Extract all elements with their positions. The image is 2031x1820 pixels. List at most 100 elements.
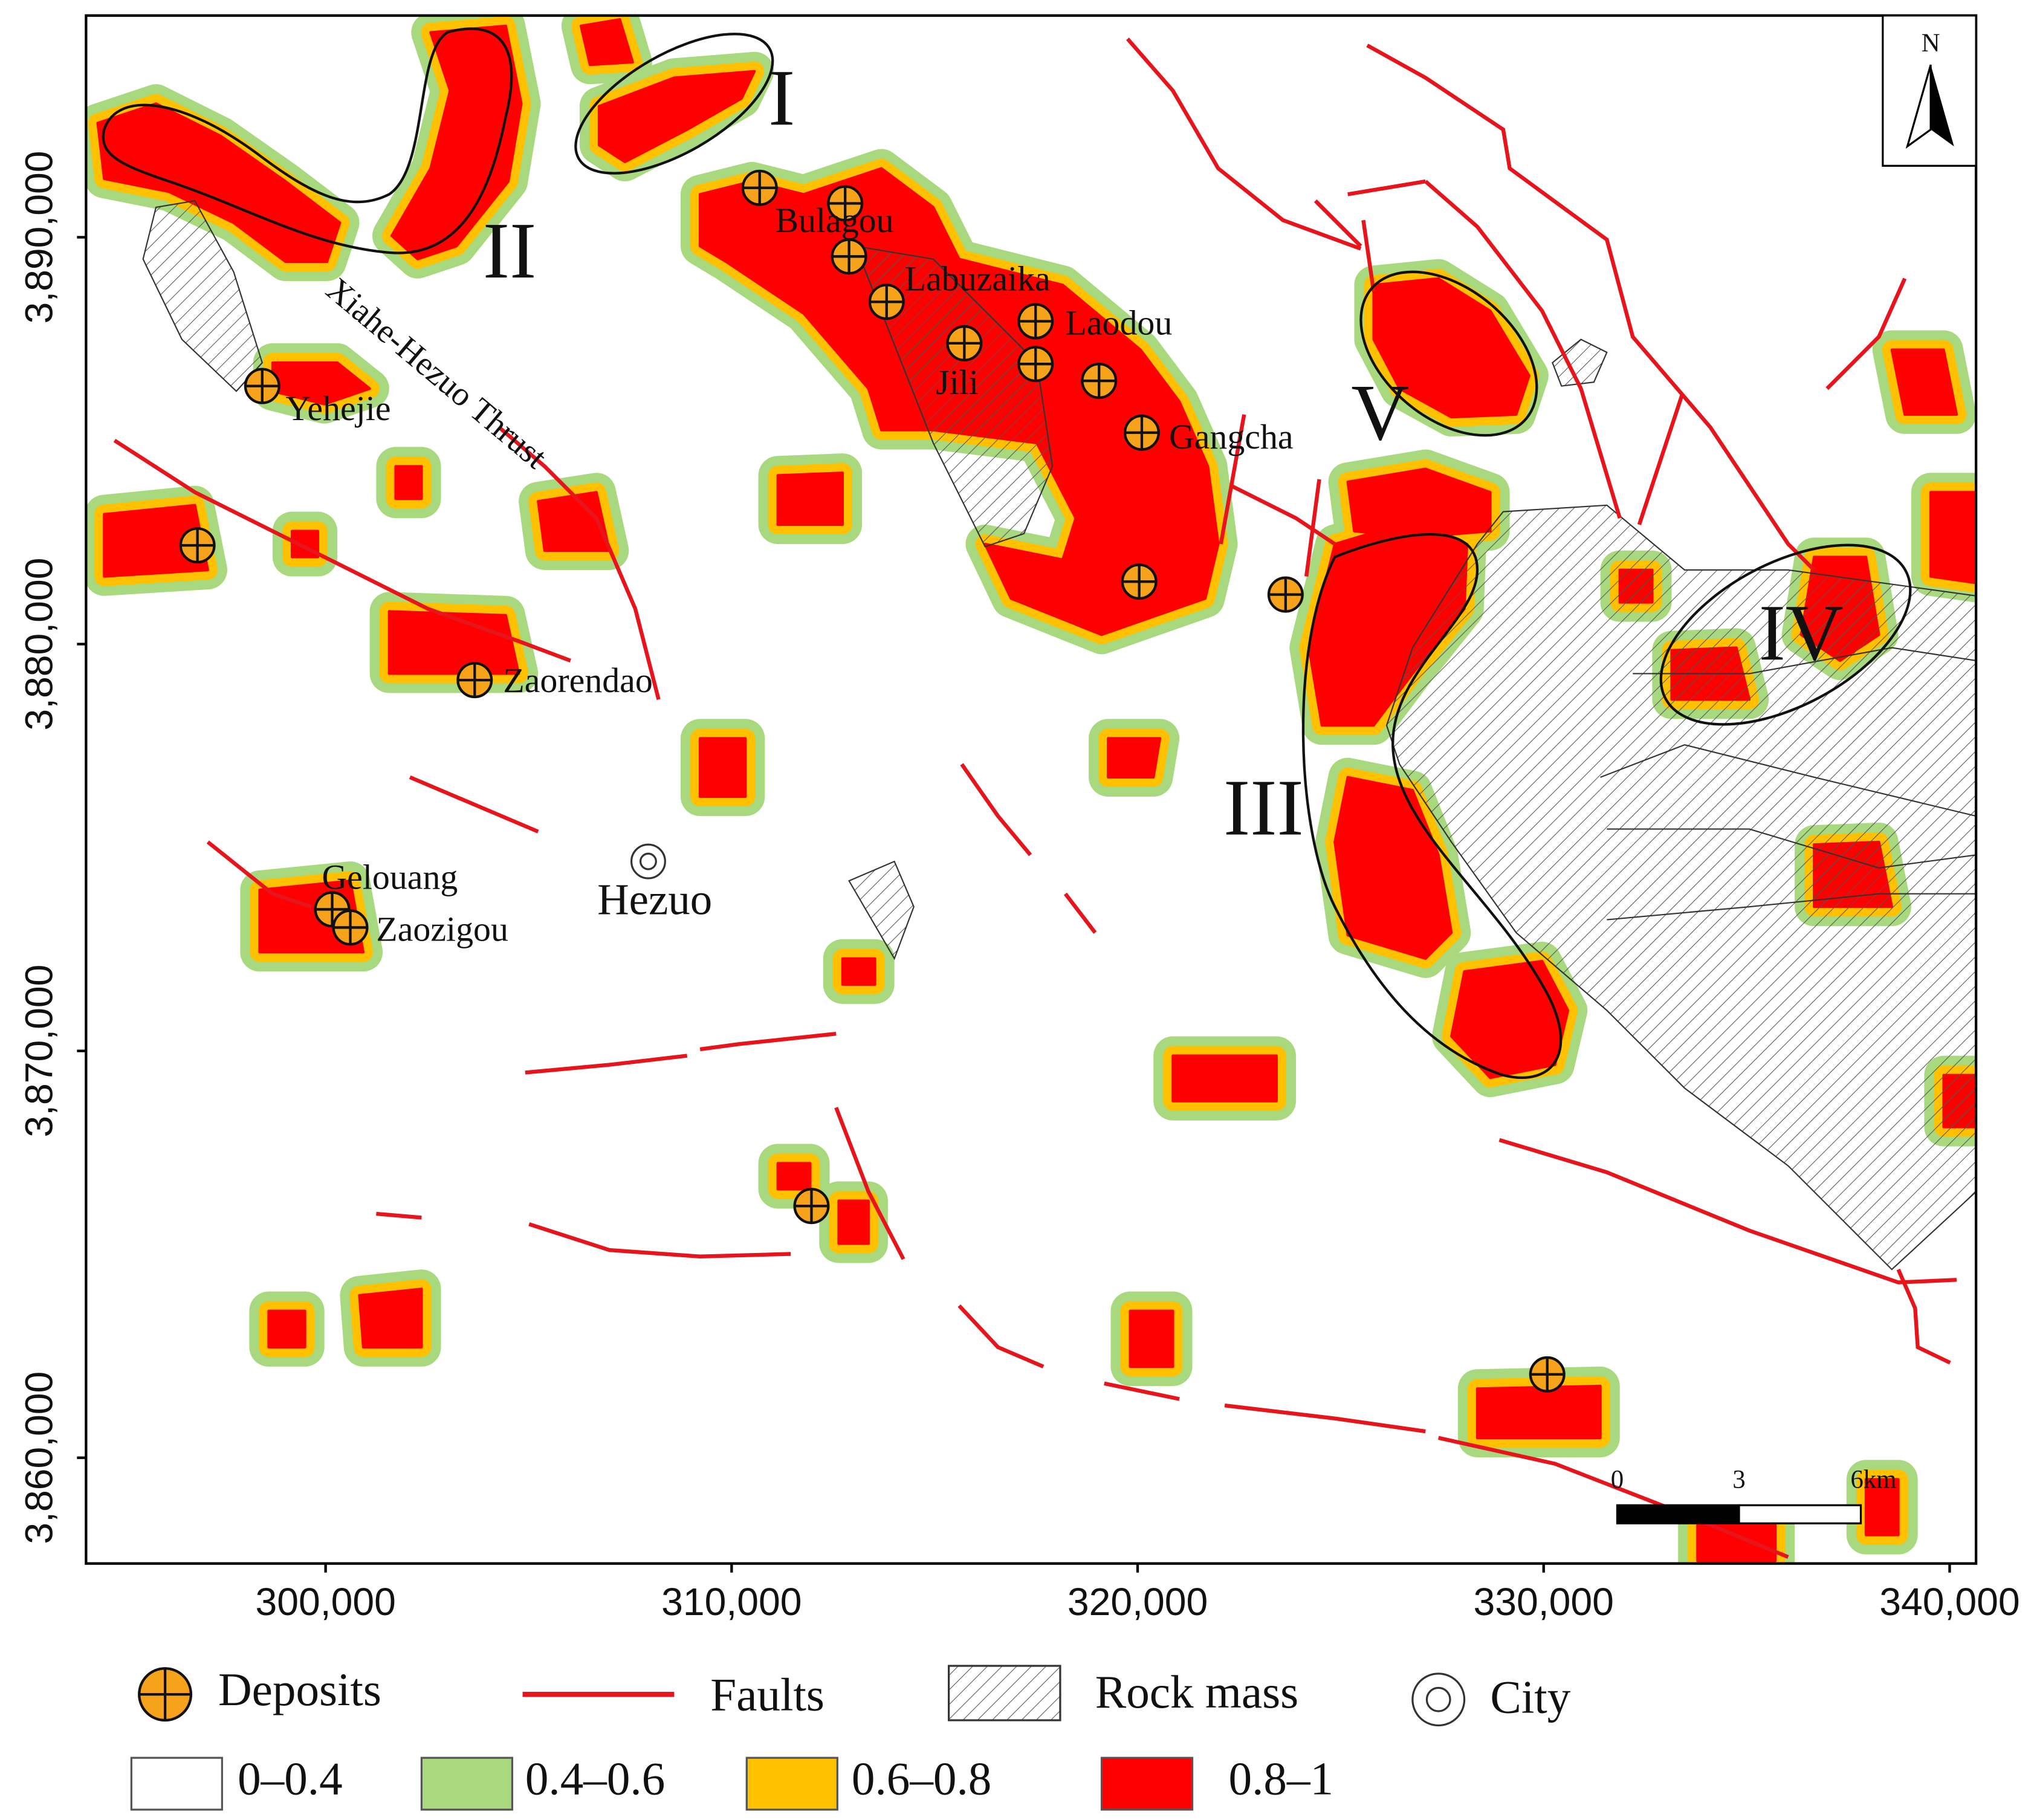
legend-label: Rock mass bbox=[1095, 1666, 1298, 1718]
deposit-cross bbox=[1530, 1357, 1564, 1391]
fault bbox=[497, 426, 661, 701]
x-tick-label: 300,000 bbox=[255, 1580, 395, 1624]
rock-mass bbox=[1385, 504, 1977, 1271]
prospectivity-zone bbox=[776, 1162, 812, 1191]
legend-label: Faults bbox=[710, 1668, 824, 1720]
fault bbox=[1304, 479, 1321, 577]
fault bbox=[1366, 44, 1816, 572]
y-tick-label: 3,880,000 bbox=[17, 558, 60, 731]
deposit-cross bbox=[180, 528, 215, 563]
fault bbox=[1438, 1436, 1789, 1559]
fault bbox=[525, 1054, 688, 1075]
fault bbox=[528, 1222, 791, 1258]
legend-class-swatch bbox=[1100, 1757, 1194, 1811]
prospectivity-zone bbox=[1107, 737, 1162, 779]
prospectivity-zone bbox=[358, 1287, 423, 1349]
target-outline bbox=[1659, 543, 1912, 726]
deposit-cross bbox=[794, 1189, 829, 1223]
legend-class-swatch bbox=[745, 1757, 838, 1811]
y-tick-label: 3,890,000 bbox=[17, 151, 60, 324]
deposit-cross bbox=[1019, 304, 1053, 338]
prospectivity-zone bbox=[1864, 1478, 1900, 1537]
deposit-cross bbox=[333, 910, 368, 945]
y-tick-label: 3,860,000 bbox=[17, 1371, 60, 1544]
axes: 300,000 310,000 320,000 330,000 340,000 3,860… bbox=[17, 151, 2020, 1624]
rock-boundary bbox=[1607, 893, 1977, 921]
rock-boundary bbox=[1600, 744, 1977, 817]
fault bbox=[834, 1107, 905, 1260]
legend: Deposits Faults Rock mass City 0–0.4 0.4–0.6 0… bbox=[130, 1663, 1571, 1811]
fault bbox=[206, 840, 313, 909]
deposit-label: Laodou bbox=[1066, 303, 1173, 342]
legend-class-label: 0.4–0.6 bbox=[525, 1753, 665, 1805]
prospectivity-zone bbox=[1129, 1309, 1174, 1368]
x-tick-label: 340,000 bbox=[1879, 1580, 2020, 1624]
fault bbox=[1224, 1404, 1426, 1434]
deposit-cross bbox=[1082, 364, 1116, 398]
fault bbox=[1063, 892, 1097, 934]
rock-mass bbox=[848, 860, 915, 960]
legend-class-label: 0.8–1 bbox=[1229, 1753, 1334, 1805]
target-outline bbox=[102, 27, 513, 254]
fault bbox=[1825, 277, 1907, 390]
region-label: II bbox=[483, 206, 537, 295]
deposit-cross bbox=[869, 285, 904, 319]
map-body: Hezuo Bulagou Labuzaika Laodou Jili Gangcha Ye… bbox=[86, 15, 1977, 1564]
fault bbox=[699, 1031, 837, 1052]
prospectivity-zone bbox=[1929, 491, 1977, 585]
scale-bar-label: 0 bbox=[1611, 1466, 1624, 1494]
legend-label: City bbox=[1490, 1671, 1570, 1723]
deposit-cross bbox=[315, 892, 349, 927]
prospectivity-zone bbox=[1372, 277, 1531, 419]
deposit-label: Bulagou bbox=[775, 201, 893, 240]
fault bbox=[960, 763, 1032, 857]
deposit-label: Jili bbox=[936, 363, 979, 402]
legend-city bbox=[1425, 1686, 1451, 1712]
fault bbox=[1219, 414, 1246, 545]
legend-label: Deposits bbox=[218, 1663, 381, 1715]
y-tick-label: 3,870,000 bbox=[17, 965, 60, 1138]
scale-bar-segment bbox=[1616, 1504, 1740, 1524]
deposit-cross bbox=[458, 663, 492, 697]
deposit-cross bbox=[742, 170, 777, 205]
fault bbox=[1314, 199, 1362, 248]
prospectivity-zone bbox=[96, 102, 342, 264]
deposit-label: Yehejie bbox=[285, 389, 390, 428]
rock-boundary bbox=[1607, 828, 1977, 869]
deposit-label: Gangcha bbox=[1169, 417, 1294, 456]
legend-class-swatch bbox=[130, 1757, 223, 1811]
scale-bar-segment bbox=[1738, 1504, 1862, 1524]
deposit-cross bbox=[139, 1668, 191, 1720]
fault bbox=[113, 438, 571, 662]
fault bbox=[376, 1211, 422, 1220]
deposit-label: Gelouang bbox=[322, 858, 458, 897]
rock-mass bbox=[1552, 338, 1608, 387]
fault bbox=[409, 775, 539, 834]
map-frame bbox=[85, 14, 1978, 1565]
deposit-label: Zaorendao bbox=[503, 661, 652, 700]
north-label: N bbox=[1922, 29, 1940, 57]
prospectivity-zone bbox=[1171, 1054, 1278, 1103]
deposit-cross bbox=[1268, 577, 1303, 612]
fault bbox=[1498, 1138, 1957, 1284]
x-tick-label: 310,000 bbox=[661, 1580, 802, 1624]
prospectivity-zone bbox=[579, 18, 634, 66]
city-marker bbox=[630, 843, 666, 879]
prospectivity-zone bbox=[390, 24, 523, 261]
prospectivity-zone bbox=[597, 70, 756, 164]
region-label: V bbox=[1351, 368, 1409, 457]
deposit-cross bbox=[947, 326, 982, 360]
fault bbox=[1424, 180, 1622, 519]
city-marker bbox=[639, 852, 657, 870]
deposit-cross bbox=[1125, 415, 1159, 450]
region-label: III bbox=[1223, 763, 1304, 852]
fault bbox=[1637, 394, 1684, 525]
prospectivity-zone bbox=[1475, 1384, 1602, 1439]
deposit-cross bbox=[245, 369, 279, 403]
city-label: Hezuo bbox=[597, 875, 712, 924]
prospectivity-zone bbox=[1696, 1523, 1777, 1563]
prospectivity-zone bbox=[1890, 348, 1958, 416]
rock-mass bbox=[854, 245, 1054, 548]
